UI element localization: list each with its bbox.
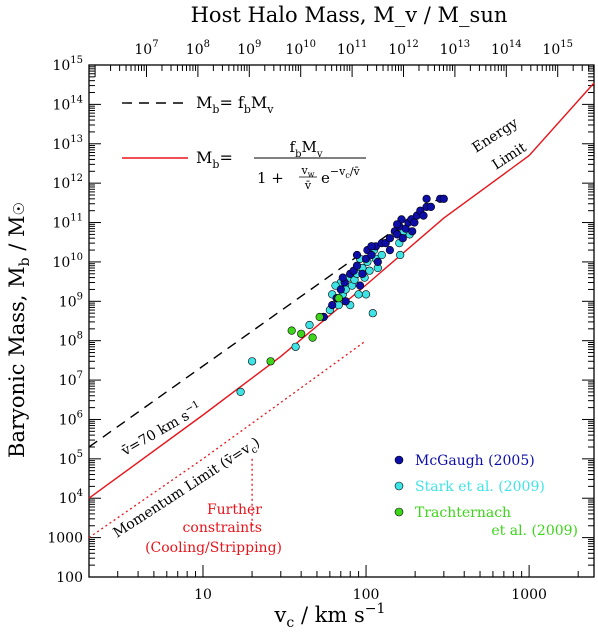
y-tick-label: 109 bbox=[59, 291, 83, 310]
data-point bbox=[358, 269, 367, 278]
vbar-denominator: v̄ bbox=[304, 179, 312, 192]
data-point bbox=[385, 246, 395, 255]
formula-legend: Mb= fbMv Mb= fbMv 1 + vw v̄ e−vc/v̄ bbox=[122, 93, 366, 192]
top-tick-label: 1013 bbox=[440, 39, 471, 58]
y-tick-label: 1013 bbox=[52, 134, 83, 153]
y-tick-label: 105 bbox=[59, 449, 83, 468]
data-point bbox=[422, 194, 431, 203]
y-axis-title: Baryonic Mass, Mb / M☉ bbox=[5, 202, 33, 458]
exp-term: e−vc/v̄ bbox=[321, 165, 361, 187]
velocity-70-text: =70 km s bbox=[126, 408, 192, 456]
further-line-3: (Cooling/Stripping) bbox=[145, 540, 282, 556]
data-point bbox=[368, 309, 377, 318]
data-point bbox=[236, 387, 245, 397]
y-tick-label: 1000 bbox=[47, 531, 83, 547]
model-line-2 bbox=[88, 340, 367, 539]
model-lines bbox=[88, 82, 595, 539]
data-point bbox=[291, 342, 300, 351]
top-axis-title: Host Halo Mass, M_v / M_sun bbox=[191, 3, 508, 27]
top-tick-label: 109 bbox=[237, 39, 261, 58]
further-constraints-label: Further constraints (Cooling/Stripping) bbox=[145, 502, 282, 556]
data-point bbox=[398, 234, 407, 243]
data-point bbox=[287, 326, 296, 335]
y-tick-label: 100 bbox=[56, 570, 83, 586]
further-line-1: Further bbox=[207, 502, 262, 518]
data-point bbox=[361, 290, 371, 299]
data-point bbox=[354, 290, 363, 299]
data-point bbox=[352, 250, 362, 260]
legend-label-cont: et al. (2009) bbox=[491, 523, 578, 539]
data-point bbox=[308, 333, 317, 342]
model-line-0 bbox=[88, 194, 445, 448]
legend-label: McGaugh (2005) bbox=[415, 453, 535, 469]
data-point bbox=[334, 294, 343, 303]
data-point bbox=[356, 281, 365, 290]
data-points bbox=[236, 194, 448, 397]
data-point bbox=[266, 357, 275, 366]
data-point bbox=[385, 234, 395, 243]
y-tick-label: 104 bbox=[59, 488, 83, 507]
data-legend: McGaugh (2005) Stark et al. (2009) Trachte… bbox=[394, 453, 578, 539]
y-tick-label: 1012 bbox=[52, 173, 83, 192]
top-tick-label: 1011 bbox=[337, 39, 368, 58]
legend-label: Trachternach bbox=[415, 505, 511, 521]
further-line-2: constraints bbox=[183, 520, 262, 536]
data-point bbox=[393, 220, 402, 229]
top-tick-label: 1014 bbox=[491, 39, 522, 58]
top-tick-label: 1012 bbox=[388, 39, 419, 58]
data-point bbox=[352, 261, 362, 270]
top-tick-label: 1010 bbox=[285, 39, 316, 58]
y-tick-label: 107 bbox=[59, 370, 83, 389]
x-tick-label: 100 bbox=[353, 587, 380, 603]
model-line-1 bbox=[88, 82, 595, 499]
plot-frame bbox=[88, 64, 595, 578]
data-point bbox=[341, 297, 350, 306]
data-point bbox=[315, 312, 324, 322]
velocity-70-label: v̄=70 km s−1 bbox=[117, 399, 205, 460]
data-point bbox=[373, 257, 382, 267]
legend-marker bbox=[394, 507, 404, 517]
data-point bbox=[297, 329, 306, 338]
legend-label: Stark et al. (2009) bbox=[415, 479, 545, 495]
data-point bbox=[248, 357, 257, 366]
ticks-group: 10 100 1000 107 108 109 1010 1011 1012 1013 1014 10… bbox=[47, 39, 595, 603]
top-tick-label: 108 bbox=[186, 39, 210, 58]
data-point bbox=[408, 227, 417, 236]
data-point bbox=[328, 301, 337, 310]
top-tick-label: 107 bbox=[134, 39, 158, 58]
data-point bbox=[377, 250, 386, 260]
y-tick-label: 1015 bbox=[52, 55, 83, 74]
legend-marker bbox=[394, 455, 404, 465]
red-formula-denominator: 1 + bbox=[257, 169, 284, 187]
data-point bbox=[365, 266, 374, 275]
red-formula-numerator: fbMv bbox=[290, 138, 323, 160]
data-point bbox=[338, 273, 347, 282]
data-point bbox=[336, 285, 345, 294]
data-point bbox=[426, 202, 436, 211]
y-tick-label: 108 bbox=[59, 331, 83, 350]
red-formula-lhs: Mb= bbox=[196, 148, 233, 171]
data-point bbox=[367, 242, 376, 251]
top-axis-title-text: Host Halo Mass, M_v / M_sun bbox=[191, 3, 508, 27]
y-tick-label: 1011 bbox=[52, 213, 83, 232]
data-point bbox=[419, 211, 428, 220]
y-tick-label: 1010 bbox=[52, 252, 83, 271]
x-tick-label: 1000 bbox=[511, 587, 547, 603]
y-tick-label: 106 bbox=[59, 409, 83, 428]
data-point bbox=[396, 250, 405, 260]
legend-marker bbox=[394, 481, 404, 491]
data-point bbox=[393, 230, 402, 239]
data-point bbox=[367, 250, 376, 260]
y-tick-label: 1014 bbox=[52, 94, 83, 113]
x-axis-title: vc / km s−1 bbox=[274, 601, 386, 631]
data-point bbox=[305, 320, 314, 330]
data-point bbox=[439, 194, 448, 203]
data-point bbox=[410, 218, 419, 227]
x-tick-label: 10 bbox=[194, 587, 212, 603]
top-tick-label: 1015 bbox=[542, 39, 573, 58]
dashed-formula: Mb= fbMv bbox=[196, 93, 274, 116]
